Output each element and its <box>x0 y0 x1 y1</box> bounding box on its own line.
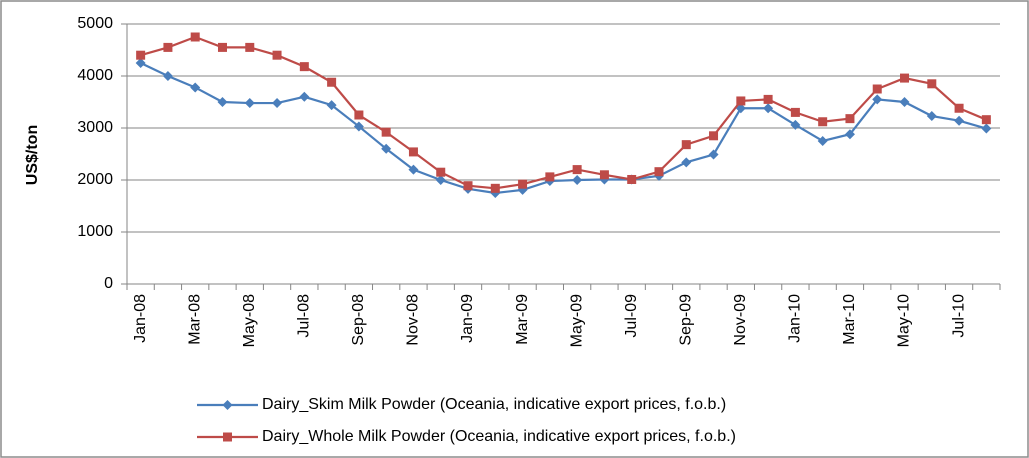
x-tick-label: Nov-09 <box>732 294 749 346</box>
y-tick-label: 0 <box>104 275 113 292</box>
data-point <box>681 140 691 150</box>
data-point <box>162 71 173 81</box>
data-point <box>900 73 910 83</box>
data-point <box>736 96 746 106</box>
data-point <box>272 98 283 109</box>
x-tick-label: May-08 <box>241 294 258 347</box>
y-tick-label: 5000 <box>77 15 113 32</box>
data-point <box>217 97 228 107</box>
data-point <box>790 119 801 130</box>
data-point <box>763 94 773 104</box>
x-tick-label: Mar-09 <box>514 294 531 345</box>
data-point <box>408 164 419 175</box>
data-point <box>436 167 446 177</box>
x-tick-label: Jan-08 <box>132 294 149 343</box>
data-point <box>408 147 418 157</box>
x-tick-label: Mar-08 <box>186 294 203 345</box>
data-point <box>954 115 965 126</box>
data-point <box>299 62 309 72</box>
data-point <box>927 79 937 89</box>
data-point <box>954 103 964 113</box>
data-point <box>627 174 637 184</box>
x-tick-label: May-10 <box>896 294 913 347</box>
data-point <box>872 84 882 94</box>
data-point <box>190 82 201 93</box>
data-point <box>926 111 937 122</box>
data-point <box>463 181 473 191</box>
y-tick-label: 3000 <box>77 119 113 136</box>
data-point <box>245 42 255 52</box>
legend-label: Dairy_Skim Milk Powder (Oceania, indicat… <box>262 396 726 413</box>
x-tick-label: Jul-08 <box>296 294 313 338</box>
data-point <box>244 98 255 109</box>
legend-marker <box>222 400 233 410</box>
data-point <box>326 100 337 111</box>
data-point <box>572 165 582 175</box>
data-point <box>709 131 719 141</box>
data-point <box>681 157 692 168</box>
x-tick-label: Jan-09 <box>459 294 476 343</box>
data-point <box>981 115 991 125</box>
data-point <box>763 103 774 114</box>
data-point <box>381 127 391 137</box>
data-point <box>217 42 227 52</box>
y-tick-label: 1000 <box>77 223 113 240</box>
data-point <box>790 107 800 117</box>
data-point <box>353 121 364 132</box>
data-point <box>899 97 910 107</box>
data-point <box>190 32 200 42</box>
data-point <box>518 179 528 189</box>
x-tick-label: Jul-10 <box>950 294 967 338</box>
data-point <box>135 58 146 68</box>
data-point <box>845 114 855 124</box>
x-tick-label: Sep-08 <box>350 294 367 346</box>
data-point <box>844 129 855 140</box>
data-point <box>136 50 146 60</box>
data-point <box>708 149 719 160</box>
data-point <box>435 175 446 185</box>
data-point <box>872 94 883 105</box>
y-tick-label: 4000 <box>77 67 113 84</box>
legend-label: Dairy_Whole Milk Powder (Oceania, indica… <box>262 428 736 445</box>
x-tick-label: Jan-10 <box>787 294 804 343</box>
series-line <box>140 62 987 195</box>
data-point <box>354 110 364 120</box>
x-tick-label: Mar-10 <box>841 294 858 345</box>
legend-marker <box>223 432 232 442</box>
data-point <box>818 117 828 127</box>
x-tick-label: Sep-09 <box>677 294 694 346</box>
series-line <box>140 35 987 190</box>
y-tick-label: 2000 <box>77 171 113 188</box>
data-point <box>599 170 609 180</box>
data-point <box>381 143 392 154</box>
data-point <box>817 136 828 146</box>
y-axis-title: US$/ton <box>24 125 41 185</box>
data-point <box>981 123 992 134</box>
data-point <box>272 50 282 60</box>
x-tick-label: Jul-09 <box>623 294 640 338</box>
data-point <box>545 172 555 182</box>
data-point <box>299 91 310 102</box>
data-point <box>163 42 173 52</box>
data-point <box>572 175 583 185</box>
data-point <box>327 77 337 87</box>
x-tick-label: May-09 <box>568 294 585 347</box>
data-point <box>490 183 500 193</box>
data-point <box>654 167 664 177</box>
x-tick-label: Nov-08 <box>405 294 422 346</box>
